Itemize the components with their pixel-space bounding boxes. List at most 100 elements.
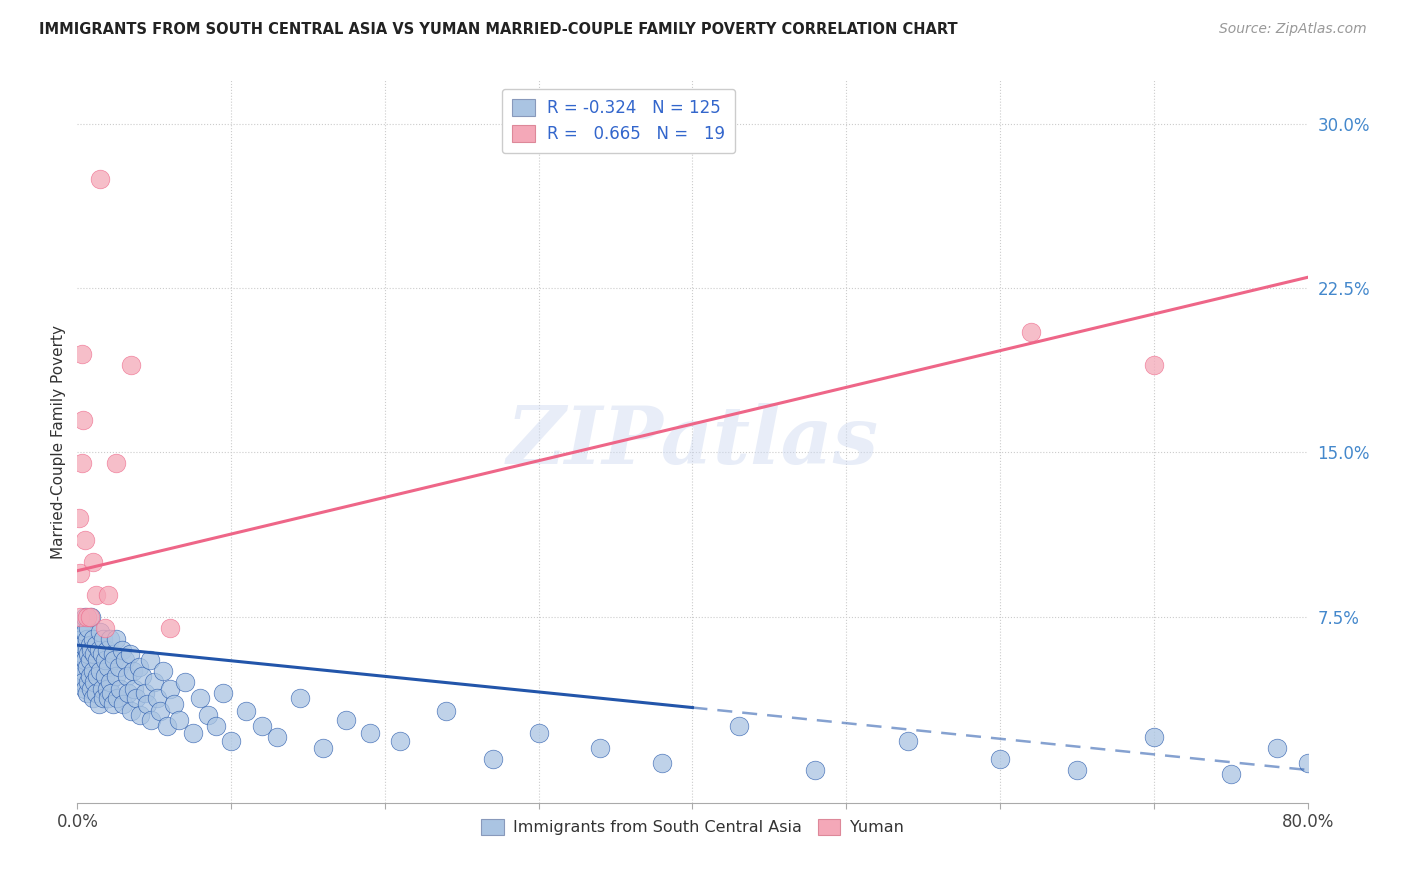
Point <box>125 690 148 705</box>
Point <box>83 675 105 690</box>
Point <box>72 647 94 661</box>
Point <box>67 642 90 657</box>
Point <box>97 690 120 705</box>
Point <box>76 642 98 657</box>
Point <box>82 665 104 679</box>
Legend: Immigrants from South Central Asia, Yuman: Immigrants from South Central Asia, Yuma… <box>475 813 910 842</box>
Point <box>235 704 257 718</box>
Point <box>96 681 118 696</box>
Point <box>79 609 101 624</box>
Y-axis label: Married-Couple Family Poverty: Married-Couple Family Poverty <box>51 325 66 558</box>
Point <box>128 660 150 674</box>
Point <box>100 686 122 700</box>
Point <box>727 719 749 733</box>
Point <box>90 647 114 661</box>
Point <box>89 625 111 640</box>
Point <box>72 638 94 652</box>
Point <box>804 763 827 777</box>
Point <box>94 669 117 683</box>
Point <box>1265 741 1288 756</box>
Point <box>77 675 100 690</box>
Point <box>87 698 110 712</box>
Point <box>1019 325 1042 339</box>
Point <box>181 725 204 739</box>
Point <box>120 704 142 718</box>
Point <box>112 698 135 712</box>
Point <box>86 669 108 683</box>
Point <box>1312 767 1334 781</box>
Point <box>1143 730 1166 744</box>
Point <box>72 665 94 679</box>
Point <box>70 457 93 471</box>
Point <box>188 690 212 705</box>
Point <box>1343 770 1365 784</box>
Point <box>152 665 174 679</box>
Point <box>97 660 120 674</box>
Point <box>84 638 107 652</box>
Text: ZIPatlas: ZIPatlas <box>506 403 879 480</box>
Point <box>69 675 91 690</box>
Point <box>72 675 94 690</box>
Point <box>1143 358 1166 372</box>
Point <box>86 653 108 667</box>
Point <box>69 638 91 652</box>
Point <box>163 698 186 712</box>
Point <box>80 642 103 657</box>
Point <box>77 647 100 661</box>
Point <box>1296 756 1319 771</box>
Point <box>146 690 169 705</box>
Point <box>111 642 134 657</box>
Point <box>589 741 612 756</box>
Point <box>101 647 124 661</box>
Point <box>69 625 91 640</box>
Point <box>204 719 226 733</box>
Text: Source: ZipAtlas.com: Source: ZipAtlas.com <box>1219 22 1367 37</box>
Point <box>481 752 503 766</box>
Point <box>77 621 100 635</box>
Point <box>104 457 127 471</box>
Point <box>94 621 117 635</box>
Point <box>120 358 142 372</box>
Point <box>90 681 114 696</box>
Point <box>69 566 91 580</box>
Point <box>250 719 273 733</box>
Point <box>98 632 121 646</box>
Point <box>70 642 93 657</box>
Point <box>115 669 138 683</box>
Point <box>76 686 98 700</box>
Point <box>69 647 91 661</box>
Point <box>155 719 177 733</box>
Point <box>335 713 357 727</box>
Point <box>73 625 96 640</box>
Point <box>98 675 121 690</box>
Point <box>290 690 312 705</box>
Point <box>70 669 93 683</box>
Point <box>72 412 94 426</box>
Point <box>67 653 90 667</box>
Point <box>84 686 107 700</box>
Point <box>359 725 381 739</box>
Point <box>73 681 96 696</box>
Point <box>89 665 111 679</box>
Point <box>82 690 104 705</box>
Point <box>219 734 242 748</box>
Point <box>141 713 163 727</box>
Point <box>212 686 235 700</box>
Point <box>70 653 93 667</box>
Point <box>1066 763 1088 777</box>
Point <box>118 647 141 661</box>
Point <box>80 609 103 624</box>
Point <box>89 171 111 186</box>
Point <box>69 665 91 679</box>
Point <box>167 713 190 727</box>
Point <box>79 638 101 652</box>
Point <box>93 632 115 646</box>
Point <box>82 632 104 646</box>
Point <box>129 708 152 723</box>
Point <box>389 734 412 748</box>
Point <box>82 555 104 569</box>
Point <box>174 675 197 690</box>
Point <box>436 704 458 718</box>
Point <box>79 669 101 683</box>
Point <box>527 725 550 739</box>
